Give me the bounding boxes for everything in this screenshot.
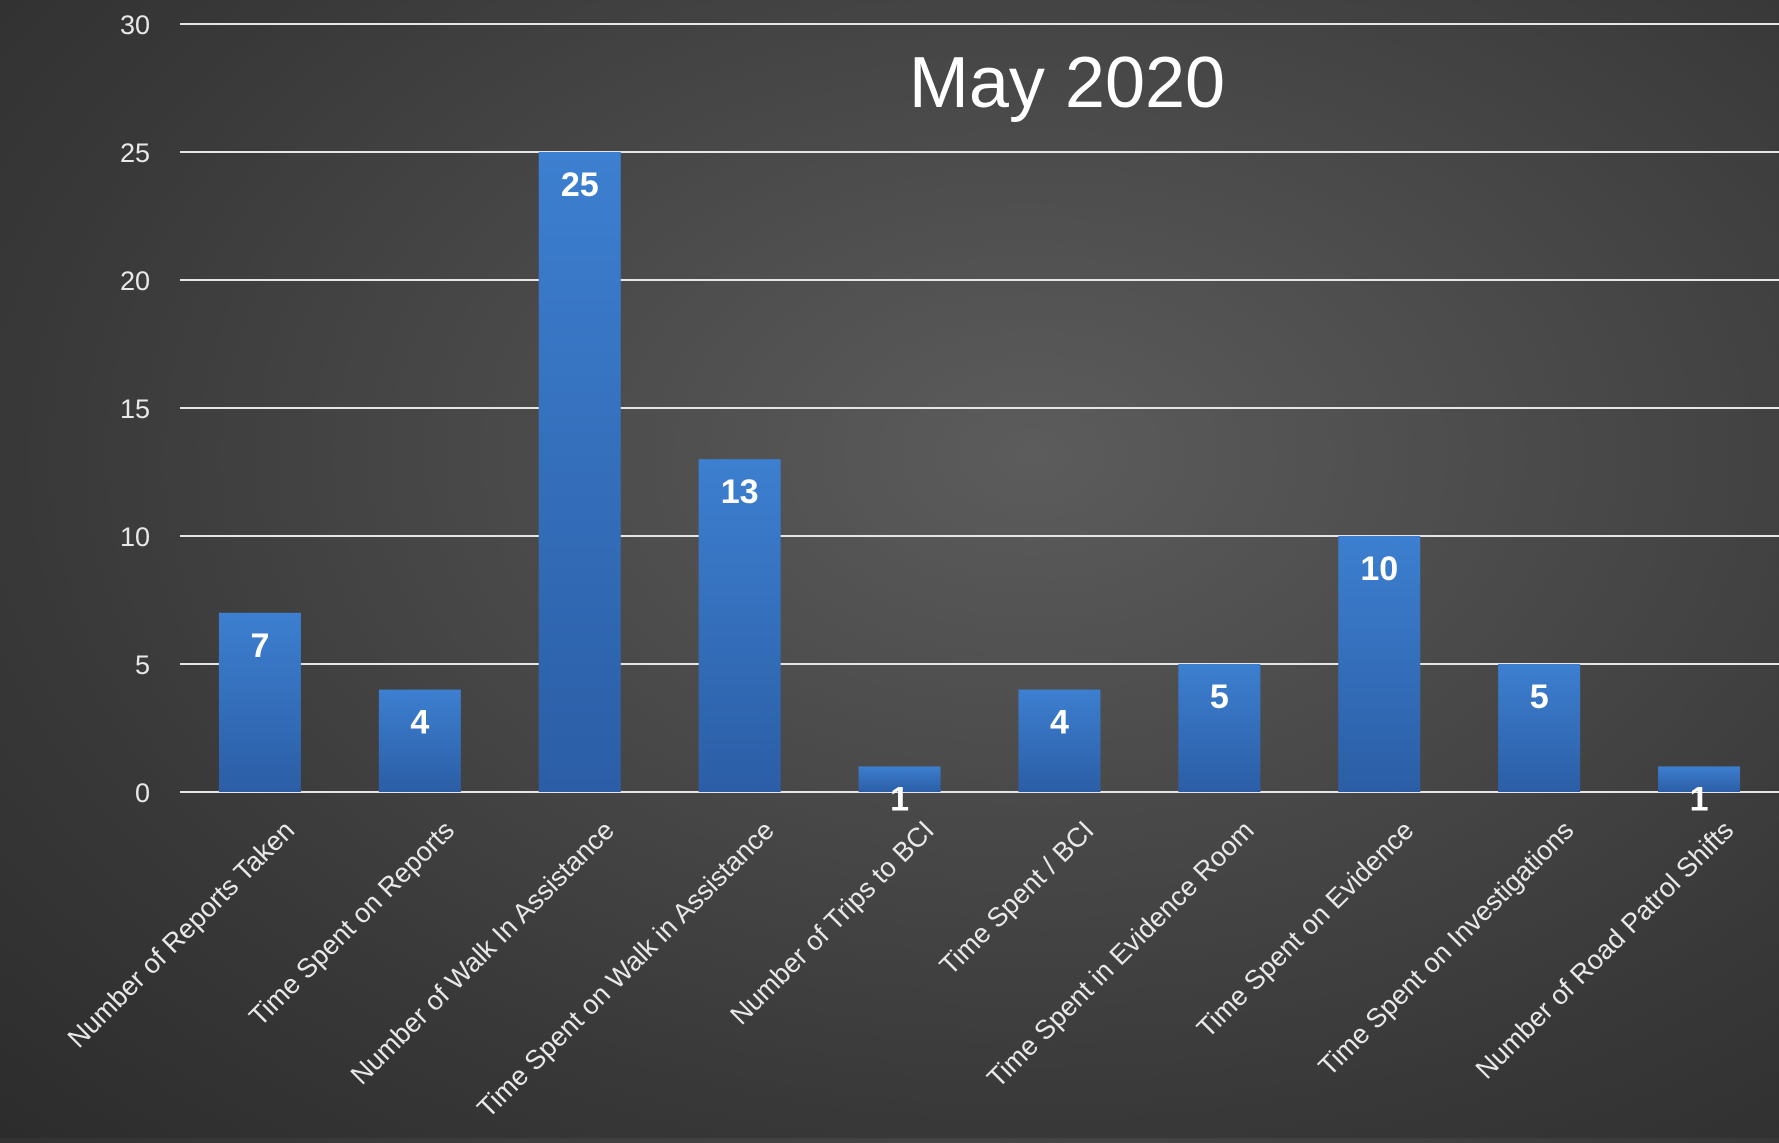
data-label: 25 — [561, 166, 599, 204]
y-tick-label: 25 — [120, 138, 150, 168]
data-label: 4 — [410, 704, 429, 742]
x-tick-label: Time Spent on Walk in Assistance — [471, 815, 779, 1123]
y-tick-label: 0 — [135, 778, 150, 808]
data-labels: 7 4 25 13 1 4 5 10 5 1 — [250, 166, 1708, 818]
bar-2 — [378, 689, 461, 792]
x-tick-label: Number of Road Patrol Shifts — [1470, 815, 1740, 1085]
bar-9 — [1498, 664, 1581, 792]
data-label: 1 — [1690, 780, 1709, 818]
y-tick-label: 10 — [120, 522, 150, 552]
data-label: 13 — [721, 473, 759, 511]
x-tick-label: Time Spent on Investigations — [1313, 815, 1580, 1082]
bar-5 — [858, 766, 941, 792]
bar-6 — [1018, 689, 1101, 792]
gridlines — [180, 23, 1779, 793]
x-tick-label: Number of Walk In Assistance — [345, 815, 620, 1090]
y-tick-label: 20 — [120, 266, 150, 296]
data-label: 5 — [1530, 678, 1549, 716]
data-label: 1 — [890, 780, 909, 818]
data-label: 5 — [1210, 678, 1229, 716]
bar-8 — [1338, 536, 1421, 792]
bar-7 — [1178, 664, 1261, 792]
data-label: 7 — [250, 627, 269, 665]
bar-10 — [1658, 766, 1741, 792]
x-tick-label: Time Spent / BCI — [934, 815, 1100, 981]
y-tick-label: 5 — [135, 650, 150, 680]
x-tick-label: Time Spent in Evidence Room — [981, 815, 1259, 1093]
y-tick-label: 15 — [120, 394, 150, 424]
y-axis-tick-labels: 0 5 10 15 20 25 30 — [120, 10, 150, 808]
data-label: 10 — [1360, 550, 1398, 588]
chart-title: May 2020 — [909, 43, 1225, 123]
bar-4 — [698, 459, 781, 792]
bar-1 — [218, 612, 301, 792]
bars — [218, 152, 1741, 792]
data-label: 4 — [1050, 704, 1069, 742]
y-tick-label: 30 — [120, 10, 150, 40]
bar-3 — [538, 152, 621, 792]
